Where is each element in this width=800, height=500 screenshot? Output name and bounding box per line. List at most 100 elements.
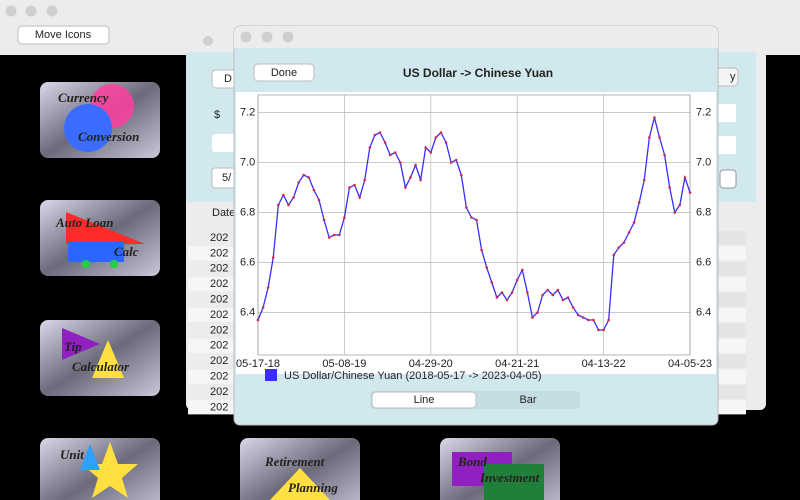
segment-label: Line bbox=[414, 394, 435, 406]
window-control[interactable] bbox=[203, 36, 213, 46]
data-point bbox=[541, 293, 544, 297]
data-point bbox=[612, 253, 616, 257]
data-point bbox=[510, 291, 514, 294]
y-tick-label: 6.8 bbox=[240, 206, 255, 218]
data-point bbox=[490, 281, 494, 284]
y-tick-label: 7.0 bbox=[240, 156, 255, 168]
table-row bbox=[718, 385, 746, 399]
data-point bbox=[343, 216, 346, 219]
table-cell: 202 bbox=[210, 324, 228, 336]
data-point bbox=[566, 296, 570, 299]
data-point bbox=[368, 146, 372, 149]
icon[interactable]: Tip Calculator bbox=[40, 320, 160, 396]
data-point bbox=[256, 318, 260, 322]
zoom-button[interactable] bbox=[46, 5, 58, 17]
data-point bbox=[363, 178, 367, 182]
table-row bbox=[188, 369, 234, 384]
title-bar bbox=[234, 26, 718, 48]
data-point bbox=[505, 298, 509, 302]
icon-label: Auto Loan bbox=[55, 215, 113, 230]
icon[interactable]: Currency Conversion bbox=[40, 82, 160, 158]
done-button[interactable] bbox=[253, 63, 315, 82]
currency-sign: $ bbox=[214, 109, 220, 121]
data-point bbox=[312, 188, 316, 192]
data-point bbox=[353, 183, 356, 187]
y2-tick-label: 7.0 bbox=[696, 156, 711, 168]
data-point bbox=[627, 231, 631, 234]
data-point bbox=[617, 246, 621, 249]
move-icons-button[interactable] bbox=[17, 25, 110, 45]
icon-label: Retirement bbox=[264, 454, 325, 469]
table-row bbox=[718, 354, 746, 369]
data-point bbox=[673, 211, 677, 214]
window-control[interactable] bbox=[261, 31, 273, 43]
legend-label: US Dollar/Chinese Yuan (2018-05-17 -> 20… bbox=[284, 370, 542, 382]
window-control[interactable] bbox=[282, 31, 294, 43]
x-tick-label: 04-05-23 bbox=[668, 358, 712, 370]
data-point bbox=[480, 248, 483, 252]
table-row bbox=[188, 292, 234, 307]
icon-label: Calc bbox=[114, 244, 139, 259]
data-point bbox=[378, 131, 382, 134]
data-point bbox=[551, 293, 555, 297]
icon[interactable]: Retirement Planning bbox=[240, 438, 360, 500]
minimize-button[interactable] bbox=[25, 5, 37, 17]
data-point bbox=[409, 176, 412, 179]
icon[interactable]: Auto Loan Calc bbox=[40, 200, 160, 276]
table-cell: 202 bbox=[210, 371, 228, 383]
data-point bbox=[388, 153, 392, 157]
data-point bbox=[444, 141, 448, 144]
window-control[interactable] bbox=[240, 31, 252, 43]
table-row bbox=[718, 231, 746, 245]
data-point bbox=[546, 288, 549, 292]
data-point bbox=[576, 313, 580, 317]
x-tick-label: 04-13-22 bbox=[582, 358, 626, 370]
done-label: Done bbox=[271, 67, 297, 79]
data-point bbox=[338, 233, 341, 237]
data-point bbox=[653, 116, 656, 119]
data-point bbox=[292, 196, 295, 199]
data-point bbox=[531, 316, 534, 319]
bg-field[interactable] bbox=[716, 136, 736, 154]
data-point bbox=[261, 306, 265, 309]
data-point bbox=[317, 198, 321, 202]
data-point bbox=[449, 161, 453, 164]
segment-selected[interactable] bbox=[371, 391, 477, 409]
data-point bbox=[404, 186, 407, 189]
data-point bbox=[414, 163, 417, 167]
data-point bbox=[632, 221, 636, 224]
data-point bbox=[526, 291, 529, 294]
plot-frame bbox=[257, 94, 691, 356]
data-point bbox=[287, 203, 290, 207]
data-point bbox=[429, 151, 433, 154]
icon[interactable]: Unit bbox=[40, 438, 160, 500]
table-row bbox=[188, 308, 234, 322]
data-point bbox=[475, 218, 478, 222]
data-point bbox=[668, 186, 671, 189]
legend-swatch bbox=[265, 369, 277, 381]
icon-label: Calculator bbox=[72, 359, 130, 374]
table-cell: 202 bbox=[210, 278, 228, 290]
data-point bbox=[485, 266, 489, 269]
bg-field[interactable] bbox=[716, 104, 736, 122]
data-point bbox=[282, 193, 285, 197]
data-point bbox=[348, 186, 351, 189]
table-row bbox=[718, 338, 746, 353]
table-row bbox=[188, 277, 234, 292]
data-point bbox=[602, 328, 605, 332]
data-point bbox=[536, 311, 539, 314]
x-tick-label: 05-08-19 bbox=[322, 358, 366, 370]
close-button[interactable] bbox=[5, 5, 17, 17]
table-row bbox=[718, 277, 746, 292]
table-row bbox=[718, 261, 746, 276]
data-point bbox=[277, 203, 280, 207]
bg-button-label: y bbox=[730, 71, 736, 83]
data-point bbox=[688, 191, 692, 194]
icon-label: Investment bbox=[479, 470, 540, 485]
y2-tick-label: 7.2 bbox=[696, 106, 711, 118]
stepper[interactable] bbox=[719, 169, 737, 189]
table-cell: 202 bbox=[210, 247, 228, 259]
data-point bbox=[637, 201, 641, 204]
icon[interactable]: Bond Investment bbox=[440, 438, 560, 500]
data-point bbox=[642, 178, 646, 182]
